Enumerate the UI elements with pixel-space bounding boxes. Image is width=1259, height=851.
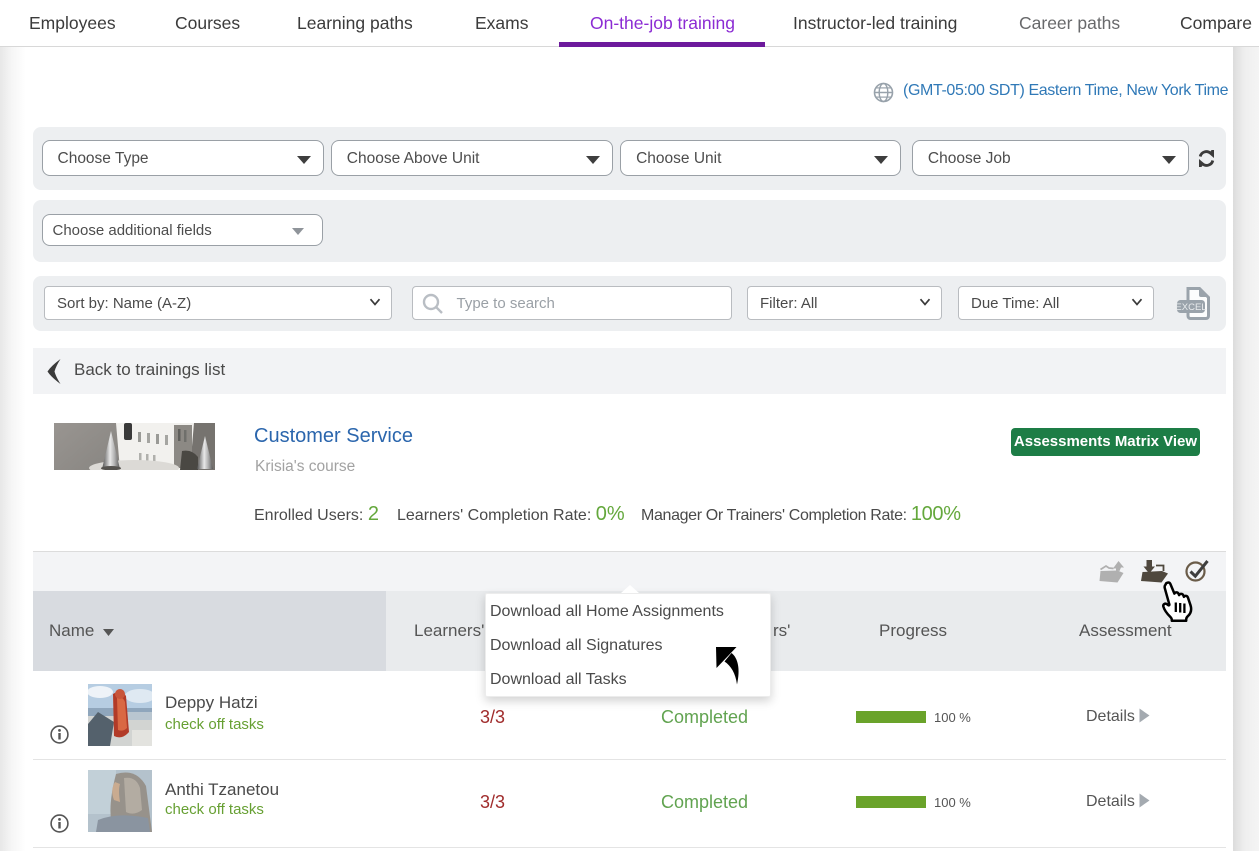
svg-text:EXCEL: EXCEL bbox=[1176, 302, 1207, 313]
